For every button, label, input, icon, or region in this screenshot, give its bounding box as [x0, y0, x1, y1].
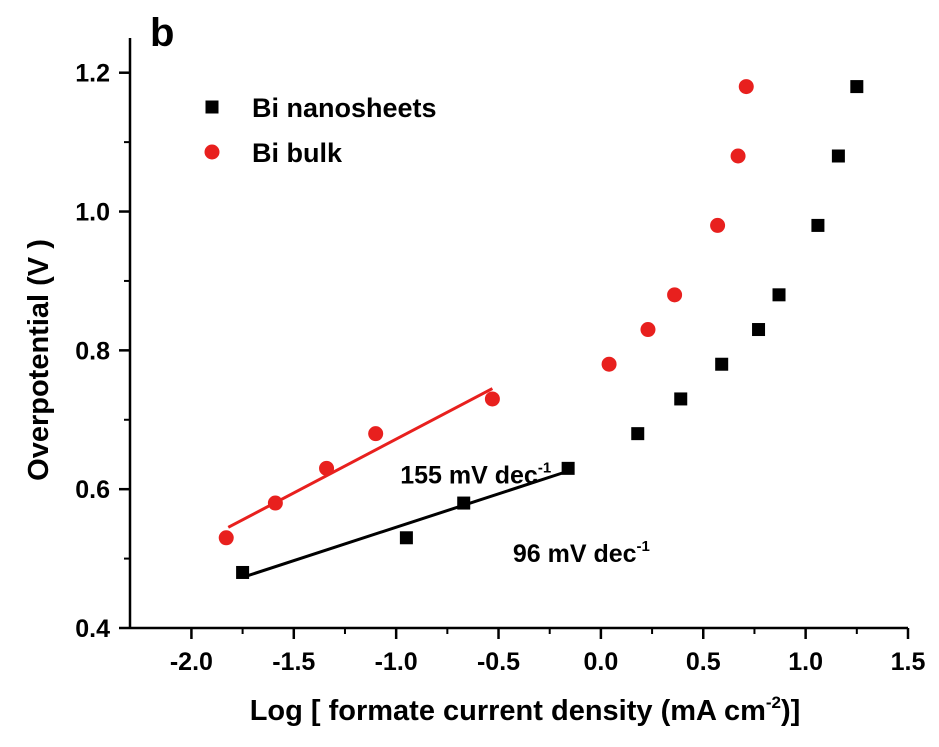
- y-axis-label: Overpotential (V ): [23, 239, 55, 481]
- data-point: [811, 218, 825, 232]
- panel-label: b: [150, 11, 174, 55]
- slope-annotation: 96 mV dec-1: [513, 538, 650, 568]
- data-point: [399, 531, 413, 545]
- y-tick-label: 0.4: [75, 615, 110, 643]
- data-point: [368, 426, 384, 442]
- data-point: [710, 217, 726, 233]
- x-tick-label: 1.5: [891, 648, 926, 676]
- data-point: [752, 323, 766, 337]
- data-point: [601, 356, 617, 372]
- data-point: [850, 80, 864, 94]
- data-point: [674, 392, 688, 406]
- x-tick-label: 0.0: [584, 648, 619, 676]
- legend-marker: [204, 144, 220, 160]
- slope-annotations: 155 mV dec-1 96 mV dec-1: [400, 460, 650, 568]
- x-tick-label: 0.5: [686, 648, 721, 676]
- y-tick-label: 0.6: [75, 476, 110, 504]
- axes: -2.0 -1.5 -1.0 -0.5 0.0 0.5 1.0 1.5 0.4 0.6 0.8 1.0…: [75, 38, 925, 676]
- slope-annotation: 155 mV dec-1: [400, 460, 551, 490]
- data-point: [667, 287, 683, 303]
- y-tick-label: 0.8: [75, 337, 110, 365]
- x-tick-label: -2.0: [170, 648, 213, 676]
- legend-marker: [205, 100, 219, 114]
- x-tick-label: -1.5: [272, 648, 315, 676]
- data-point: [267, 495, 283, 511]
- x-axis-label: Log [ formate current density (mA cm-2)]: [250, 693, 801, 727]
- legend-label: Bi bulk: [252, 138, 343, 168]
- data-point: [772, 288, 786, 302]
- y-tick-label: 1.0: [75, 199, 110, 227]
- data-point: [236, 565, 250, 579]
- data-point: [218, 530, 234, 546]
- x-tick-label: 1.0: [788, 648, 823, 676]
- data-point: [631, 427, 645, 441]
- x-tick-label: -1.0: [375, 648, 418, 676]
- data-point: [319, 460, 335, 476]
- data-point: [738, 79, 754, 95]
- data-points: [218, 79, 864, 579]
- data-point: [457, 496, 471, 510]
- fit-line: [242, 469, 569, 579]
- legend-label: Bi nanosheets: [252, 93, 437, 123]
- legend: Bi nanosheets Bi bulk: [204, 93, 437, 168]
- y-tick-label: 1.2: [75, 60, 110, 88]
- data-point: [484, 391, 500, 407]
- data-point: [730, 148, 746, 164]
- data-point: [715, 357, 729, 371]
- data-point: [561, 461, 575, 475]
- data-point: [831, 149, 845, 163]
- data-point: [640, 322, 656, 338]
- x-tick-label: -0.5: [477, 648, 520, 676]
- fit-line: [227, 387, 494, 529]
